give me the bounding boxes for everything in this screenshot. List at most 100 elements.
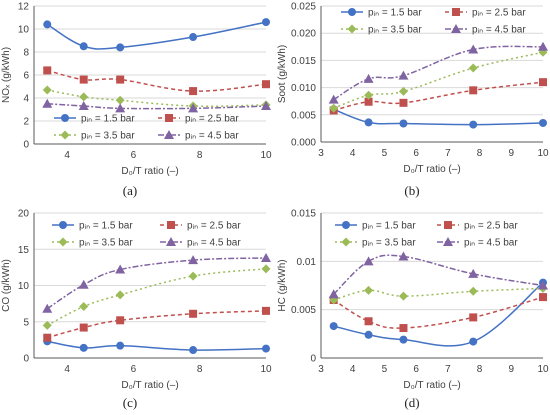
y-tick-label: 0 [310, 354, 316, 365]
legend-marker-p25 [167, 221, 175, 229]
series-line-p25 [333, 296, 544, 329]
panel-letter-b: (b) [404, 183, 420, 198]
data-point-p45 [538, 280, 548, 290]
series-markers-p45 [328, 41, 548, 104]
y-tick-label: 12 [18, 2, 30, 13]
legend-label-p45: pᵢₙ = 4.5 bar [185, 131, 239, 142]
data-point-p45 [188, 103, 199, 113]
legend-marker-p35 [60, 130, 70, 140]
series-line-p35 [46, 268, 267, 327]
data-point-p35 [115, 95, 125, 105]
legend-marker-p25 [452, 8, 460, 16]
y-tick-label: 0.01 [297, 257, 317, 268]
x-tick-label: 4 [350, 364, 356, 375]
legend: pᵢₙ = 1.5 bar pᵢₙ = 2.5 bar pᵢₙ = 3.5 bar p… [341, 8, 526, 36]
data-point-p15 [364, 118, 373, 127]
x-tick-label: 6 [413, 364, 419, 375]
data-point-p35 [468, 286, 478, 296]
legend-marker-p45 [164, 130, 174, 139]
y-tick-label: 0 [23, 140, 29, 151]
legend-label-p25: pᵢₙ = 2.5 bar [187, 221, 241, 232]
data-point-p35 [79, 302, 89, 312]
data-point-p15 [262, 344, 270, 353]
panel-letter-d: (d) [404, 395, 420, 410]
series-markers-p15 [43, 337, 270, 355]
data-point-p45 [261, 252, 271, 262]
data-point-p45 [328, 94, 339, 104]
legend-marker-p35 [347, 24, 357, 34]
series-markers-p25 [43, 306, 270, 342]
data-point-p25 [364, 97, 373, 106]
data-point-p35 [364, 285, 374, 295]
x-axis-label: D₀/T ratio (–) [403, 164, 460, 175]
data-point-p45 [115, 264, 126, 274]
data-point-p25 [469, 313, 478, 322]
legend-marker-p45 [166, 237, 176, 246]
legend-marker-p45 [451, 24, 461, 33]
y-tick-label: 0.005 [291, 305, 316, 316]
x-tick-label: 8 [477, 364, 483, 375]
series-line-p45 [46, 257, 267, 310]
series-line-p35 [333, 51, 544, 109]
data-point-p45 [188, 255, 199, 265]
panel-letter-c: (c) [122, 395, 138, 410]
data-point-p45 [42, 98, 53, 108]
legend-marker-p25 [165, 114, 173, 122]
legend-label-p35: pᵢₙ = 3.5 bar [368, 25, 422, 36]
series-line-p35 [47, 89, 267, 108]
data-point-p45 [398, 70, 409, 80]
y-axis-label: HC (g/kWh) [277, 259, 288, 311]
data-point-p15 [189, 33, 198, 42]
data-point-p15 [469, 120, 478, 129]
data-point-p45 [115, 103, 126, 113]
x-tick-label: 5 [382, 148, 388, 159]
series-markers-p25 [329, 293, 547, 333]
data-point-p15 [469, 337, 478, 346]
data-point-p25 [116, 75, 125, 84]
legend-marker-p25 [444, 221, 452, 229]
data-point-p25 [43, 333, 52, 342]
chart-soot: 0.000 0.005 0.010 0.015 0.020 0.025 3 4 5 6 7 8 9 10 D… [277, 2, 549, 176]
data-point-p35 [468, 63, 478, 73]
data-point-p35 [329, 103, 339, 113]
x-tick-label: 4 [64, 364, 70, 375]
data-point-p25 [469, 86, 478, 95]
x-tick-label: 10 [537, 364, 549, 375]
data-point-p25 [43, 66, 52, 75]
legend-marker-p15 [348, 8, 356, 16]
legend: pᵢₙ = 1.5 bar pᵢₙ = 2.5 bar pᵢₙ = 3.5 bar p… [52, 221, 241, 249]
data-point-p45 [78, 101, 89, 111]
legend: pᵢₙ = 1.5 bar pᵢₙ = 2.5 bar pᵢₙ = 3.5 bar p… [335, 221, 518, 249]
series-markers-p15 [43, 18, 270, 52]
data-point-p15 [116, 341, 125, 350]
data-point-p35 [364, 90, 374, 100]
data-point-p25 [189, 87, 198, 96]
y-tick-label: 8 [23, 48, 29, 59]
series-markers-p15 [329, 105, 547, 129]
x-tick-label: 10 [537, 148, 549, 159]
y-tick-label: 0.000 [291, 138, 316, 149]
data-point-p45 [468, 44, 479, 54]
series-markers-p25 [43, 66, 270, 96]
data-point-p25 [539, 78, 547, 87]
x-tick-label: 8 [477, 148, 483, 159]
data-point-p15 [43, 20, 52, 29]
legend-marker-p15 [59, 221, 67, 229]
data-point-p35 [115, 290, 125, 300]
legend-label-p25: pᵢₙ = 2.5 bar [464, 221, 518, 232]
legend-marker-p35 [58, 237, 68, 247]
legend-marker-p15 [342, 221, 350, 229]
legend: pᵢₙ = 1.5 bar pᵢₙ = 2.5 bar pᵢₙ = 3.5 bar p… [54, 114, 239, 142]
data-point-p25 [262, 306, 270, 315]
legend-label-p35: pᵢₙ = 3.5 bar [81, 131, 135, 142]
series-line-p25 [47, 310, 267, 339]
legend-label-p35: pᵢₙ = 3.5 bar [362, 238, 416, 249]
x-tick-label: 4 [64, 150, 70, 161]
data-point-p45 [363, 256, 374, 266]
x-tick-label: 4 [350, 148, 356, 159]
series-markers-p45 [42, 98, 271, 113]
x-axis-label: D₀/T ratio (–) [121, 380, 178, 391]
y-tick-label: 0 [23, 354, 29, 365]
data-point-p35 [79, 92, 89, 102]
chart-hc: 0 0.005 0.01 0.015 3 4 5 6 7 8 9 10 D₀/T ratio (–) HC… [277, 209, 549, 392]
